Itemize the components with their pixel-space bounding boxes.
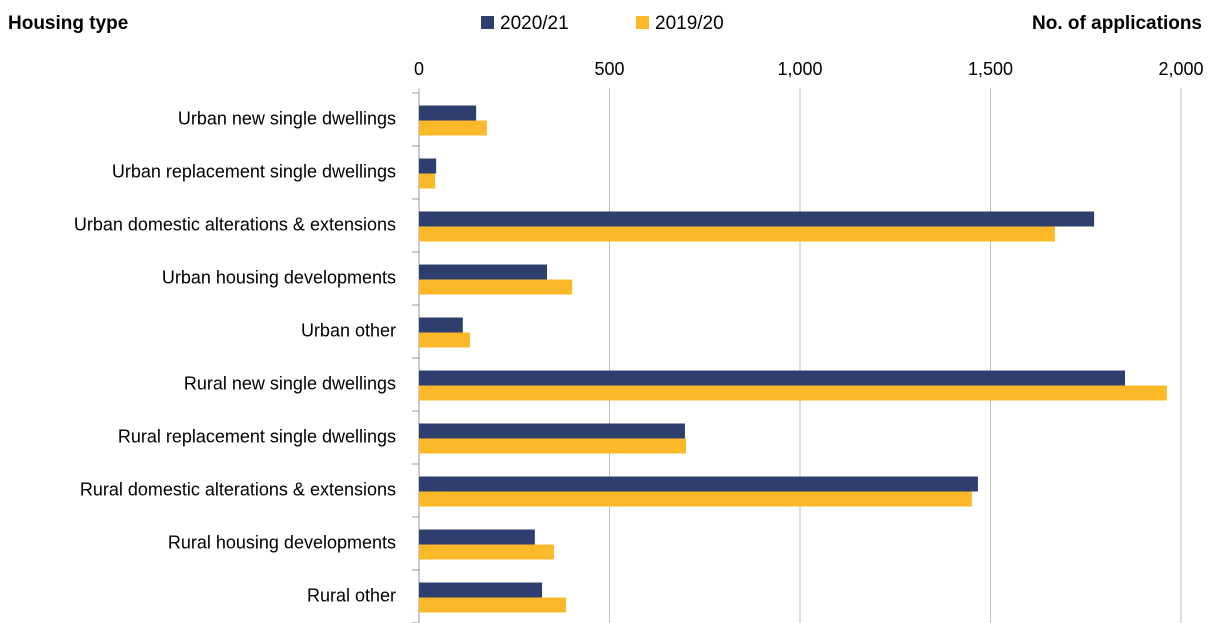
bar: [419, 226, 1055, 242]
y-tick-label: Rural housing developments: [168, 532, 396, 552]
bar: [419, 385, 1167, 401]
x-tick-label: 2,000: [1158, 59, 1203, 79]
bar: [419, 105, 477, 121]
bar: [419, 332, 471, 348]
y-tick-label: Urban replacement single dwellings: [112, 161, 396, 181]
bar: [419, 582, 543, 598]
bar: [419, 423, 685, 439]
y-tick-label: Urban domestic alterations & extensions: [74, 214, 396, 234]
legend-swatch: [481, 16, 494, 29]
y-tick-label: Rural domestic alterations & extensions: [80, 479, 396, 499]
bar: [419, 120, 487, 136]
y-tick-label: Urban other: [301, 320, 396, 340]
bar: [419, 211, 1095, 227]
bar: [419, 491, 972, 507]
bar: [419, 317, 463, 333]
bar: [419, 158, 437, 174]
bar: [419, 529, 535, 545]
y-tick-label: Rural other: [307, 585, 396, 605]
bar: [419, 597, 567, 613]
x-tick-label: 1,000: [777, 59, 822, 79]
y-tick-label: Urban housing developments: [162, 267, 396, 287]
x-tick-label: 0: [414, 59, 424, 79]
y-tick-label: Urban new single dwellings: [178, 108, 396, 128]
x-tick-label: 1,500: [968, 59, 1013, 79]
legend-swatch: [636, 16, 649, 29]
bar: [419, 173, 436, 189]
legend-label: 2019/20: [655, 13, 724, 34]
bar: [419, 279, 573, 295]
bar: [419, 264, 548, 280]
bar: [419, 544, 554, 560]
bar: [419, 438, 687, 454]
y-tick-label: Rural replacement single dwellings: [118, 426, 396, 446]
x-tick-label: 500: [594, 59, 624, 79]
legend-label: 2020/21: [500, 13, 569, 34]
y-tick-label: Rural new single dwellings: [184, 373, 396, 393]
bar: [419, 370, 1125, 386]
x-axis-title: No. of applications: [1032, 13, 1202, 34]
bar: [419, 476, 978, 492]
y-axis-title: Housing type: [8, 13, 128, 34]
